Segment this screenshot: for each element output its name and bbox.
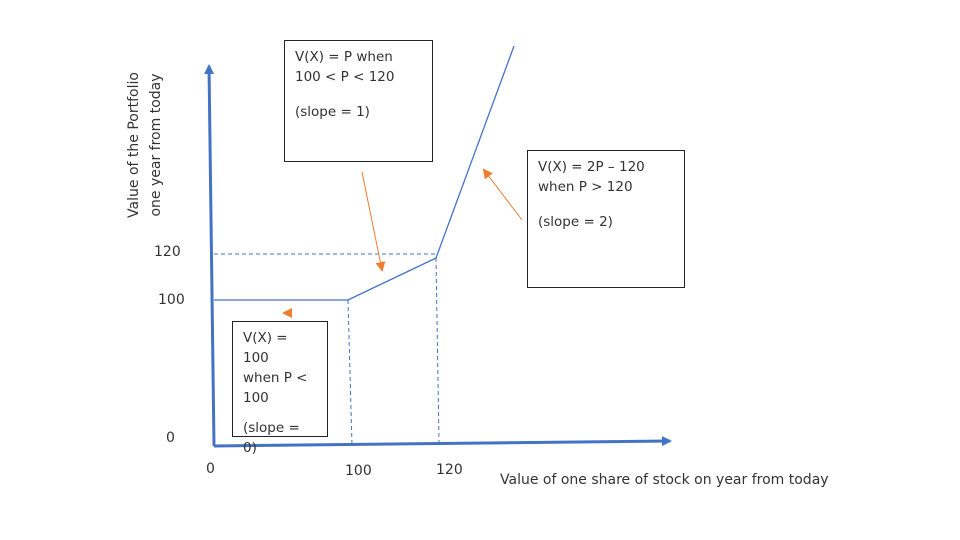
x-tick-100: 100 — [345, 463, 372, 479]
y-axis-label-line1: Value of the Portfolio — [126, 72, 142, 218]
annotation-box-slope-2: V(X) = 2P – 120 when P > 120 (slope = 2) — [527, 150, 685, 288]
arrow-slope-0 — [282, 308, 292, 318]
box-slope-2-line1: V(X) = 2P – 120 — [538, 159, 645, 175]
y-axis-label: Value of the Portfolio one year from tod… — [123, 45, 167, 245]
box-slope-1-line1: V(X) = P when — [295, 49, 393, 65]
y-tick-0: 0 — [166, 430, 175, 446]
x-tick-120: 120 — [436, 462, 463, 478]
box-slope-0-line3: 100 — [243, 390, 269, 406]
annotation-box-slope-1: V(X) = P when 100 < P < 120 (slope = 1) — [284, 40, 433, 162]
y-tick-100: 100 — [158, 292, 185, 308]
arrow-slope-1 — [361, 171, 386, 272]
x-tick-0: 0 — [206, 461, 215, 477]
y-axis — [204, 64, 216, 447]
box-slope-1-slope: (slope = 1) — [295, 104, 370, 120]
x-axis — [213, 436, 672, 448]
payoff-line — [214, 45, 515, 301]
y-tick-120: 120 — [154, 244, 181, 260]
box-slope-2-slope: (slope = 2) — [538, 214, 613, 230]
x-axis-label: Value of one share of stock on year from… — [500, 472, 829, 488]
y-axis-label-line2: one year from today — [148, 73, 164, 217]
box-slope-1-line2: 100 < P < 120 — [295, 69, 395, 85]
dashed-100-vertical — [347, 299, 353, 446]
box-slope-0-slope: (slope = 0) — [243, 420, 300, 456]
annotation-box-slope-0: V(X) = 100 when P < 100 (slope = 0) — [232, 321, 328, 456]
dashed-120-vertical — [435, 257, 440, 444]
box-slope-2-line2: when P > 120 — [538, 179, 633, 195]
box-slope-0-line2: when P < — [243, 370, 308, 386]
arrow-slope-2 — [482, 168, 523, 221]
box-slope-0-line1: V(X) = 100 — [243, 330, 288, 366]
